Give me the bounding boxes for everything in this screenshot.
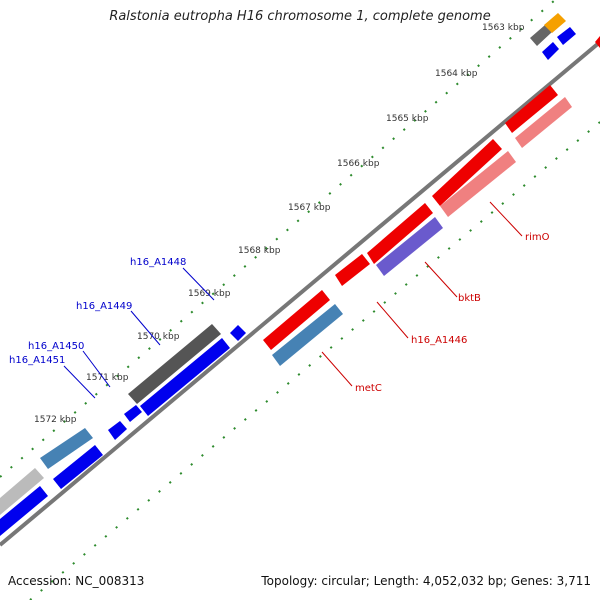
- callout-h16-a1451: [63, 365, 96, 399]
- gene-red-top-right-edge[interactable]: [595, 36, 600, 48]
- gene-small-blue-1[interactable]: [230, 325, 246, 341]
- gene-label-rimO[interactable]: rimO: [525, 232, 550, 243]
- kbp-label-1570: 1570 kbp: [137, 332, 180, 342]
- kbp-label-1564: 1564 kbp: [435, 69, 478, 79]
- gene-label-h16-a1446[interactable]: h16_A1446: [411, 335, 467, 346]
- kbp-label-1569: 1569 kbp: [188, 289, 231, 299]
- kbp-label-1572: 1572 kbp: [34, 415, 77, 425]
- accession-text: Accession: NC_008313: [8, 574, 145, 588]
- gene-gray-lower-left[interactable]: [0, 468, 44, 515]
- callout-rimO: [489, 201, 523, 237]
- gene-blue-upper-right-1[interactable]: [557, 27, 576, 45]
- lower-strand-genes: [263, 36, 600, 366]
- gene-h16-a1448-blue[interactable]: [140, 338, 230, 416]
- gene-pink-rimO[interactable]: [440, 151, 516, 217]
- gene-h16-a1450-blue[interactable]: [108, 421, 127, 440]
- topology-text: Topology: circular; Length: 4,052,032 bp…: [261, 574, 591, 588]
- gene-red-bktB[interactable]: [367, 203, 433, 264]
- callout-h16-a1449: [130, 310, 161, 346]
- kbp-label-1566: 1566 kbp: [337, 159, 380, 169]
- kbp-labels: 1563 kbp 1564 kbp 1565 kbp 1566 kbp 1567…: [34, 23, 525, 425]
- gene-label-h16-a1450[interactable]: h16_A1450: [28, 341, 84, 352]
- gene-label-h16-a1448[interactable]: h16_A1448: [130, 257, 186, 268]
- map-title: Ralstonia eutropha H16 chromosome 1, com…: [109, 9, 491, 24]
- gene-metC-steelblue[interactable]: [272, 304, 343, 366]
- kbp-label-1565: 1565 kbp: [386, 114, 429, 124]
- inner-dotted-ruler: [29, 121, 600, 600]
- gene-blue-lower-left[interactable]: [0, 486, 48, 536]
- gene-orange-upper[interactable]: [544, 13, 566, 33]
- gene-red-rimO-2[interactable]: [432, 139, 502, 206]
- gene-h16-a1451-steelblue[interactable]: [40, 428, 93, 469]
- upper-strand-genes: [0, 13, 576, 536]
- callout-h16-a1448: [182, 267, 215, 301]
- gene-h16-a1449-blue[interactable]: [124, 405, 142, 422]
- gene-red-metC[interactable]: [263, 290, 330, 350]
- gene-gray-upper-right[interactable]: [530, 25, 552, 46]
- gene-labels: h16_A1448 h16_A1449 h16_A1450 h16_A1451 …: [9, 232, 550, 394]
- kbp-label-1563: 1563 kbp: [482, 23, 525, 33]
- kbp-label-1568: 1568 kbp: [238, 246, 281, 256]
- callout-lines: [63, 201, 523, 399]
- gene-red-rimO-1[interactable]: [505, 85, 558, 133]
- gene-label-h16-a1449[interactable]: h16_A1449: [76, 301, 132, 312]
- chromosome-backbone: [0, 40, 600, 547]
- gene-bktB-purple[interactable]: [376, 217, 443, 276]
- gene-h16-a1448-gray[interactable]: [128, 324, 221, 404]
- gene-h16-a1451-blue[interactable]: [53, 445, 103, 489]
- callout-bktB: [424, 261, 458, 298]
- callout-h16-a1446: [376, 301, 409, 339]
- gene-label-h16-a1451[interactable]: h16_A1451: [9, 355, 65, 366]
- gene-blue-upper-right-2[interactable]: [542, 42, 559, 60]
- kbp-label-1567: 1567 kbp: [288, 203, 331, 213]
- kbp-label-1571: 1571 kbp: [86, 373, 129, 383]
- callout-h16-a1450: [82, 350, 111, 388]
- gene-red-h16-a1446[interactable]: [335, 254, 370, 286]
- gene-label-metC[interactable]: metC: [355, 383, 382, 394]
- outer-dotted-ruler: [0, 0, 556, 478]
- callout-metC: [321, 351, 353, 387]
- gene-rimO-pink[interactable]: [515, 97, 572, 148]
- gene-label-bktB[interactable]: bktB: [458, 293, 481, 304]
